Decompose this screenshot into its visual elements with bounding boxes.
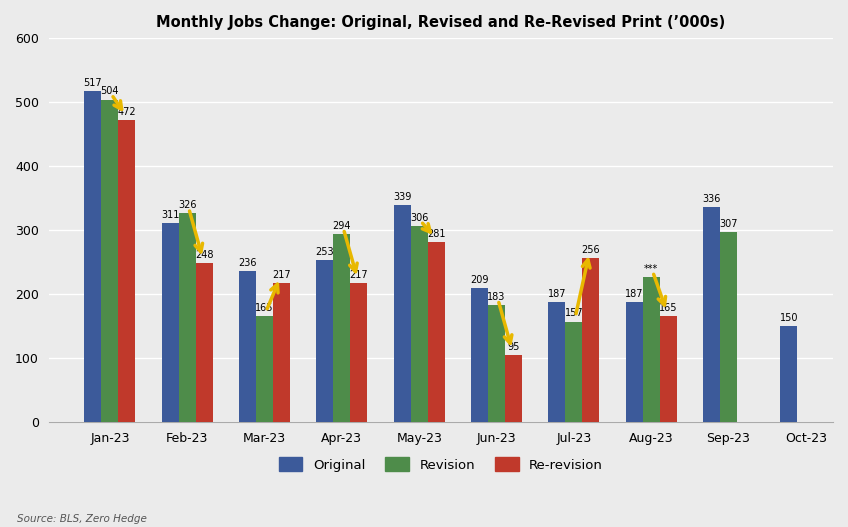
Bar <box>179 213 196 422</box>
Text: 157: 157 <box>565 308 583 318</box>
Bar <box>583 258 600 422</box>
Bar <box>273 283 290 422</box>
Bar <box>84 91 102 422</box>
Text: 165: 165 <box>659 303 678 313</box>
Text: 253: 253 <box>315 247 334 257</box>
Bar <box>333 234 350 422</box>
Bar <box>239 271 256 422</box>
Bar <box>626 302 643 422</box>
Text: 183: 183 <box>488 292 505 302</box>
Text: 217: 217 <box>272 270 291 280</box>
Text: 165: 165 <box>255 303 274 313</box>
Legend: Original, Revision, Re-revision: Original, Revision, Re-revision <box>273 452 608 477</box>
Text: 311: 311 <box>161 210 180 220</box>
Bar <box>316 260 333 422</box>
Bar <box>410 226 427 422</box>
Bar <box>427 242 444 422</box>
Bar <box>119 120 136 422</box>
Text: 281: 281 <box>427 229 445 239</box>
Bar <box>660 317 677 422</box>
Bar <box>162 223 179 422</box>
Text: 339: 339 <box>393 192 411 202</box>
Bar <box>488 305 505 422</box>
Bar <box>720 232 737 422</box>
Text: 336: 336 <box>702 194 721 204</box>
Bar <box>780 326 797 422</box>
Bar <box>566 321 583 422</box>
Text: 236: 236 <box>238 258 257 268</box>
Text: 248: 248 <box>195 250 214 260</box>
Text: 294: 294 <box>332 221 351 231</box>
Text: 256: 256 <box>582 245 600 255</box>
Text: 306: 306 <box>410 213 428 223</box>
Text: Source: BLS, Zero Hedge: Source: BLS, Zero Hedge <box>17 514 147 524</box>
Text: ***: *** <box>644 264 658 274</box>
Bar <box>505 355 522 422</box>
Text: 187: 187 <box>625 289 644 299</box>
Bar <box>256 317 273 422</box>
Text: 517: 517 <box>84 78 103 88</box>
Text: 209: 209 <box>471 275 488 285</box>
Text: 95: 95 <box>507 341 520 352</box>
Bar <box>350 283 367 422</box>
Text: 187: 187 <box>548 289 566 299</box>
Bar <box>703 207 720 422</box>
Text: 504: 504 <box>101 86 119 96</box>
Text: 472: 472 <box>118 107 137 117</box>
Bar <box>549 302 566 422</box>
Bar <box>643 277 660 422</box>
Text: 307: 307 <box>719 219 738 229</box>
Bar <box>393 205 410 422</box>
Bar <box>471 288 488 422</box>
Title: Monthly Jobs Change: Original, Revised and Re-Revised Print (’000s): Monthly Jobs Change: Original, Revised a… <box>156 15 726 30</box>
Text: 326: 326 <box>178 200 197 210</box>
Bar <box>102 100 119 422</box>
Text: 150: 150 <box>779 313 798 323</box>
Text: 217: 217 <box>349 270 368 280</box>
Bar <box>196 264 213 422</box>
